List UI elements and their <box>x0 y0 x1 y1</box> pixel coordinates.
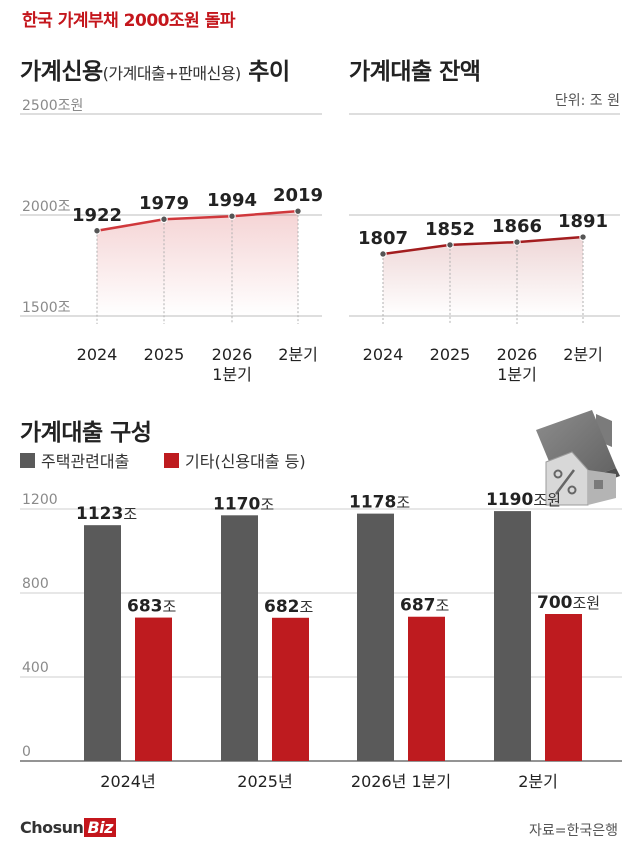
household-loan-title: 가계대출 잔액 <box>349 59 481 85</box>
bar-other <box>135 617 172 761</box>
bar-value-label: 1178조 <box>349 493 410 513</box>
x-tick-label: 2025 <box>144 345 185 364</box>
bar-value-unit: 조 <box>396 494 410 512</box>
series-line <box>96 209 299 232</box>
legend-swatch-other <box>164 452 179 468</box>
bar-other <box>408 616 445 761</box>
household-credit-chart: 2500조원 2000조 1500조 1922 1979 1994 2019 2024 2025… <box>20 98 323 384</box>
data-point <box>160 215 168 223</box>
x-tick-label: 2024 <box>77 345 118 364</box>
y-tick-label: 2000조 <box>22 199 71 215</box>
x-tick-label: 2026 <box>212 345 253 364</box>
x-tick-label: 2026 <box>497 345 538 364</box>
y-tick-label: 800 <box>22 576 49 592</box>
bar-value-unit: 조 <box>260 495 274 513</box>
bar-value-label: 683조 <box>127 597 177 617</box>
house-icon <box>536 410 620 506</box>
bar-value-label: 1190조원 <box>486 490 561 510</box>
bar-value-label: 1123조 <box>76 504 137 524</box>
y-tick-label: 1200 <box>22 492 58 508</box>
data-label: 1994 <box>207 190 257 211</box>
bar-other <box>545 614 582 761</box>
title-sub: (가계대출+판매신용) <box>102 64 242 83</box>
bar-other <box>272 617 309 761</box>
y-tick-label: 0 <box>22 744 31 760</box>
y-tick-label: 2500조원 <box>22 98 83 114</box>
legend-other: 기타(신용대출 등) <box>164 448 306 472</box>
bar-housing <box>221 515 258 761</box>
area-fill <box>97 211 298 316</box>
x-tick-label: 2024 <box>363 345 404 364</box>
x-tick-label: 2025 <box>430 345 471 364</box>
data-label: 1891 <box>558 211 608 232</box>
data-point <box>513 238 521 246</box>
area-fill <box>383 237 583 316</box>
unit-label: 단위: 조 원 <box>554 93 620 109</box>
y-tick-label: 400 <box>22 660 49 676</box>
brand-accent: Biz <box>84 818 116 837</box>
data-point <box>379 250 387 258</box>
series-line <box>382 235 584 256</box>
source-note: 자료=한국은행 <box>528 823 618 839</box>
kicker: 한국 가계부채 2000조원 돌파 <box>22 11 235 31</box>
bar-value-label: 700조원 <box>537 593 600 613</box>
x-tick-label: 2분기 <box>278 345 318 364</box>
x-tick-label: 2026년 1분기 <box>351 772 451 791</box>
data-label: 1866 <box>492 216 542 237</box>
household-credit-title: 가계신용(가계대출+판매신용) 추이 <box>20 52 290 86</box>
data-point <box>228 212 236 220</box>
legend-label-other: 기타(신용대출 등) <box>185 452 306 471</box>
x-tick-label: 1분기 <box>212 365 252 384</box>
bar-value-label: 1170조 <box>213 494 274 514</box>
bar-value-unit: 조원 <box>533 491 561 509</box>
data-point <box>579 233 587 241</box>
bar-value-unit: 조 <box>163 598 177 616</box>
bar-value-label: 682조 <box>264 597 314 617</box>
data-label: 1922 <box>72 205 122 226</box>
data-label: 1807 <box>358 228 408 249</box>
legend-housing: 주택관련대출 <box>20 448 129 472</box>
data-label: 2019 <box>273 185 323 206</box>
data-label: 1852 <box>425 219 475 240</box>
title-main: 가계신용 <box>20 59 103 85</box>
brand-logo: Chosun Biz <box>20 818 116 837</box>
data-label: 1979 <box>139 193 189 214</box>
x-tick-label: 2024년 <box>100 772 155 791</box>
bar-value-unit: 조 <box>436 597 450 615</box>
y-tick-label: 1500조 <box>22 300 71 316</box>
loan-composition-title: 가계대출 구성 <box>20 420 152 446</box>
bar-housing <box>84 525 121 761</box>
bar-housing <box>494 511 531 761</box>
bar-value-unit: 조원 <box>573 594 601 612</box>
brand-main: Chosun <box>20 818 84 837</box>
x-tick-label: 2분기 <box>563 345 603 364</box>
x-tick-label: 1분기 <box>497 365 537 384</box>
data-point <box>446 241 454 249</box>
bar-value-unit: 조 <box>300 598 314 616</box>
x-tick-label: 2025년 <box>237 772 292 791</box>
title-suffix: 추이 <box>240 59 290 85</box>
legend-swatch-housing <box>20 452 35 468</box>
data-point <box>93 227 101 235</box>
loan-composition-chart: 1200 800 400 0 1123조 683조 2024년 1170조 682조 2025년 1… <box>20 490 622 791</box>
bar-value-unit: 조 <box>123 505 137 523</box>
bar-housing <box>357 513 394 761</box>
bar-value-label: 687조 <box>400 596 450 616</box>
legend-label-housing: 주택관련대출 <box>41 452 130 471</box>
data-point <box>294 207 302 215</box>
x-tick-label: 2분기 <box>518 772 558 791</box>
